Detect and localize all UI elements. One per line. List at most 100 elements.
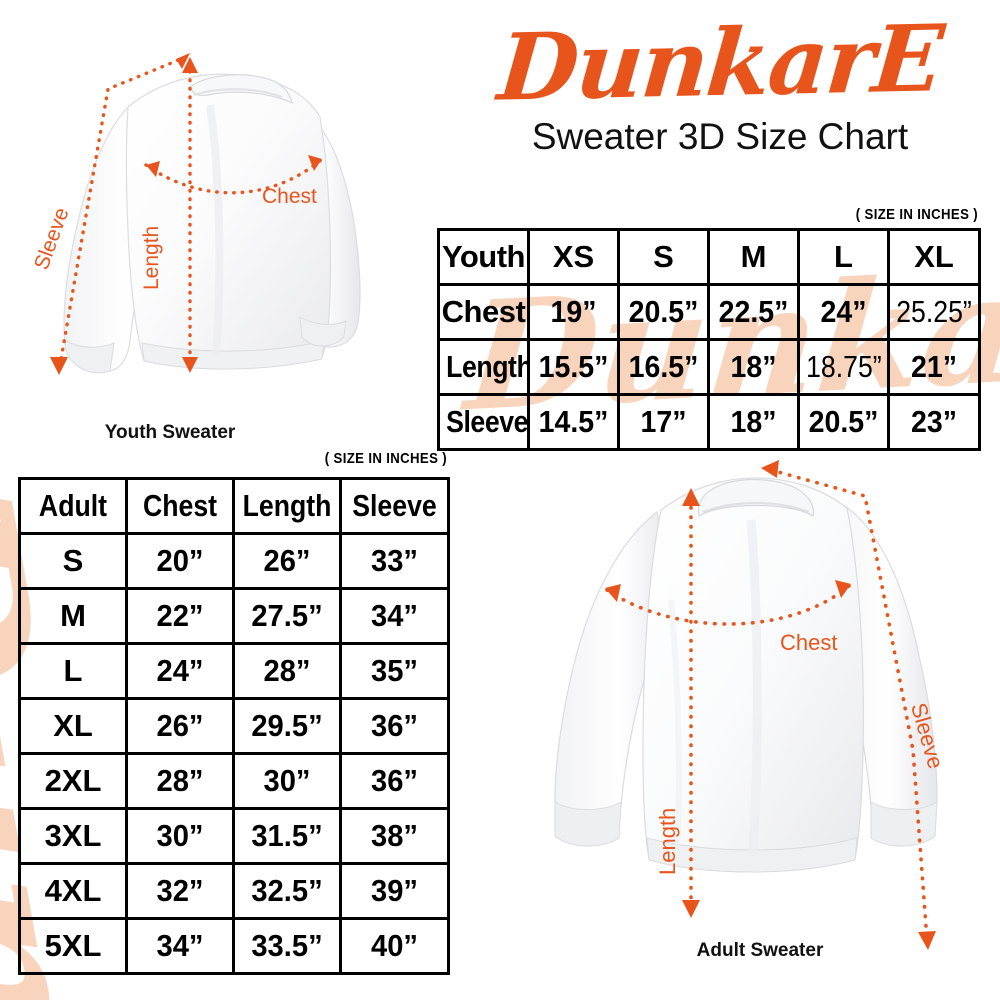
adult-chest-3xl: 30” bbox=[125, 807, 235, 865]
adult-header-length: Length bbox=[232, 477, 342, 535]
table-row: Chest 19” 20.5” 22.5” 24” 25.25” bbox=[437, 283, 981, 341]
youth-sleeve-s: 17” bbox=[617, 393, 710, 451]
adult-header-chest: Chest bbox=[125, 477, 235, 535]
adult-size-table: Adult Chest Length Sleeve S 20” 26” 33” … bbox=[18, 477, 450, 975]
youth-length-l: 18.75” bbox=[797, 338, 890, 396]
cell-value: 20” bbox=[156, 543, 204, 578]
youth-header-l: L bbox=[797, 228, 890, 286]
table-row: XL 26” 29.5” 36” bbox=[18, 697, 450, 755]
youth-chest-xs: 19” bbox=[527, 283, 620, 341]
youth-length-m: 18” bbox=[707, 338, 800, 396]
adult-row-label-l: L bbox=[18, 642, 128, 700]
cell-value: 21” bbox=[911, 349, 957, 384]
cell-value: 18” bbox=[730, 404, 777, 439]
adult-chest-l: 24” bbox=[125, 642, 235, 700]
youth-length-xl: 21” bbox=[887, 338, 981, 396]
adult-units-note: ( SIZE IN INCHES ) bbox=[324, 450, 447, 467]
youth-sweater-illustration bbox=[50, 53, 361, 375]
table-row: L 24” 28” 35” bbox=[18, 642, 450, 700]
cell-value: 32.5” bbox=[251, 873, 323, 908]
adult-sleeve-2xl: 36” bbox=[339, 752, 450, 810]
adult-sleeve-l: 35” bbox=[339, 642, 450, 700]
cell-value: 36” bbox=[371, 708, 418, 743]
cell-value: 34” bbox=[371, 598, 418, 633]
adult-sleeve-m: 34” bbox=[339, 587, 450, 645]
table-row-header: Youth XS S M L XL bbox=[437, 228, 981, 286]
youth-length-s: 16.5” bbox=[617, 338, 710, 396]
cell-value: 18.75” bbox=[806, 349, 882, 384]
adult-header-label: Adult bbox=[18, 477, 128, 535]
youth-header-xl: XL bbox=[887, 228, 981, 286]
table-row: 3XL 30” 31.5” 38” bbox=[18, 807, 450, 865]
adult-chest-5xl: 34” bbox=[125, 917, 235, 975]
adult-length-m: 27.5” bbox=[232, 587, 342, 645]
adult-row-label-xl: XL bbox=[18, 697, 128, 755]
adult-chest-s: 20” bbox=[125, 532, 235, 590]
adult-row-label-4xl: 4XL bbox=[18, 862, 128, 920]
cell-value: 20.5” bbox=[808, 404, 879, 439]
cell-value: Chest bbox=[142, 488, 218, 523]
cell-value: Adult bbox=[38, 488, 108, 523]
youth-chest-xl: 25.25” bbox=[887, 283, 981, 341]
adult-length-3xl: 31.5” bbox=[232, 807, 342, 865]
youth-chest-m: 22.5” bbox=[707, 283, 800, 341]
youth-header-label: Youth bbox=[437, 228, 530, 286]
cell-value: 26” bbox=[263, 543, 311, 578]
table-row: S 20” 26” 33” bbox=[18, 532, 450, 590]
cell-value: 24” bbox=[156, 653, 204, 688]
cell-value: Sleeve bbox=[352, 488, 437, 523]
cell-value: 22” bbox=[156, 598, 204, 633]
adult-row-label-s: S bbox=[18, 532, 128, 590]
adult-length-5xl: 33.5” bbox=[232, 917, 342, 975]
adult-sleeve-5xl: 40” bbox=[339, 917, 450, 975]
youth-size-table: Youth XS S M L XL Chest 19” 20.5” 22.5” … bbox=[437, 228, 981, 451]
cell-value: 26” bbox=[156, 708, 204, 743]
adult-length-s: 26” bbox=[232, 532, 342, 590]
cell-value: 29.5” bbox=[251, 708, 323, 743]
youth-sweater-caption: Youth Sweater bbox=[104, 422, 236, 443]
cell-value: 31.5” bbox=[251, 818, 323, 853]
adult-row-label-3xl: 3XL bbox=[18, 807, 128, 865]
cell-value: 16.5” bbox=[628, 349, 699, 384]
cell-value: 36” bbox=[371, 763, 418, 798]
adult-sleeve-3xl: 38” bbox=[339, 807, 450, 865]
adult-chest-xl: 26” bbox=[125, 697, 235, 755]
cell-value: 39” bbox=[371, 873, 418, 908]
cell-value: 28” bbox=[156, 763, 204, 798]
youth-row-label-length: Length bbox=[437, 338, 530, 396]
adult-sleeve-s: 33” bbox=[339, 532, 450, 590]
youth-sleeve-xs: 14.5” bbox=[527, 393, 620, 451]
adult-row-label-m: M bbox=[18, 587, 128, 645]
cell-value: 25.25” bbox=[896, 294, 972, 329]
youth-units-note: ( SIZE IN INCHES ) bbox=[855, 206, 978, 223]
table-row: 2XL 28” 30” 36” bbox=[18, 752, 450, 810]
adult-length-2xl: 30” bbox=[232, 752, 342, 810]
cell-value: 40” bbox=[371, 928, 418, 963]
cell-value: Length bbox=[242, 488, 332, 523]
adult-chest-4xl: 32” bbox=[125, 862, 235, 920]
cell-value: 30” bbox=[156, 818, 204, 853]
youth-header-m: M bbox=[707, 228, 800, 286]
brand-header: DunkarE Sweater 3D Size Chart bbox=[450, 4, 990, 158]
cell-value: 18” bbox=[730, 349, 777, 384]
table-row: 4XL 32” 32.5” 39” bbox=[18, 862, 450, 920]
youth-row-label-chest: Chest bbox=[437, 283, 530, 341]
youth-sleeve-m: 18” bbox=[707, 393, 800, 451]
youth-row-label-sleeve: Sleeve bbox=[437, 393, 530, 451]
cell-value: 22.5” bbox=[718, 294, 789, 329]
adult-sleeve-4xl: 39” bbox=[339, 862, 450, 920]
adult-chest-2xl: 28” bbox=[125, 752, 235, 810]
table-row: 5XL 34” 33.5” 40” bbox=[18, 917, 450, 975]
cell-value: 32” bbox=[156, 873, 204, 908]
table-row: Sleeve 14.5” 17” 18” 20.5” 23” bbox=[437, 393, 981, 451]
cell-value: Sleeve bbox=[446, 404, 529, 439]
cell-value: 24” bbox=[820, 294, 867, 329]
cell-value: 33” bbox=[371, 543, 418, 578]
adult-length-4xl: 32.5” bbox=[232, 862, 342, 920]
page-title: Sweater 3D Size Chart bbox=[531, 116, 909, 158]
adult-length-xl: 29.5” bbox=[232, 697, 342, 755]
adult-row-label-5xl: 5XL bbox=[18, 917, 128, 975]
table-row: M 22” 27.5” 34” bbox=[18, 587, 450, 645]
adult-header-sleeve: Sleeve bbox=[339, 477, 450, 535]
